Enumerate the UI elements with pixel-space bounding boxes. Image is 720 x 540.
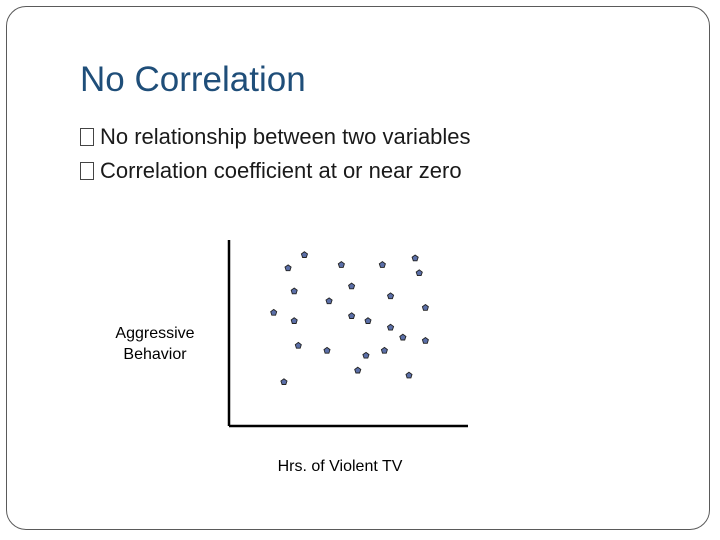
bullet-text: No relationship between two variables <box>100 124 471 149</box>
scatter-point <box>411 254 419 262</box>
scatter-point <box>280 378 288 385</box>
scatter-point <box>290 317 298 324</box>
scatter-point <box>270 308 278 316</box>
y-axis-label-line: Behavior <box>123 346 187 363</box>
slide-frame <box>6 6 710 530</box>
scatter-point <box>386 292 395 300</box>
scatter-point <box>415 269 423 277</box>
scatter-point <box>300 251 309 258</box>
bullet-list: No relationship between two variables Co… <box>80 120 471 188</box>
scatter-point <box>364 317 372 324</box>
data-points <box>270 251 429 385</box>
scatter-point <box>348 282 356 290</box>
scatter-point <box>405 371 413 379</box>
scatter-point <box>380 346 388 354</box>
scatter-point <box>399 333 407 341</box>
bullet-item: No relationship between two variables <box>80 120 471 154</box>
x-axis-label: Hrs. of Violent TV <box>277 458 403 475</box>
bullet-marker-icon <box>80 162 94 180</box>
scatter-point <box>284 264 292 272</box>
scatter-point <box>348 312 356 319</box>
y-axis-label-line: Aggressive <box>115 325 195 342</box>
scatter-point <box>421 336 429 344</box>
scatter-point <box>386 323 395 331</box>
scatter-point <box>294 341 302 349</box>
scatter-point <box>323 346 331 354</box>
scatter-point <box>378 261 386 268</box>
scatter-point <box>362 351 370 359</box>
bullet-item: Correlation coefficient at or near zero <box>80 154 471 188</box>
slide-title: No Correlation <box>80 60 306 99</box>
y-axis-label: Aggressive Behavior <box>100 323 210 365</box>
scatter-point <box>421 303 429 311</box>
bullet-marker-icon <box>80 128 94 146</box>
scatter-point <box>354 366 362 374</box>
scatter-point <box>325 297 333 305</box>
bullet-text: Correlation coefficient at or near zero <box>100 158 462 183</box>
scatter-point <box>337 261 345 268</box>
scatter-point <box>290 287 298 295</box>
